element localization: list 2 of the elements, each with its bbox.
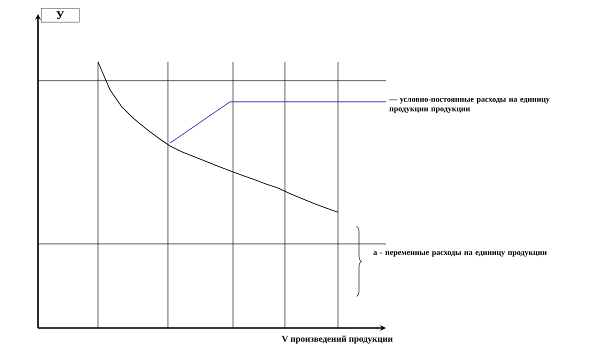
x-axis-title: V произведений продукции (282, 336, 393, 344)
y-axis-title: У (56, 11, 64, 20)
